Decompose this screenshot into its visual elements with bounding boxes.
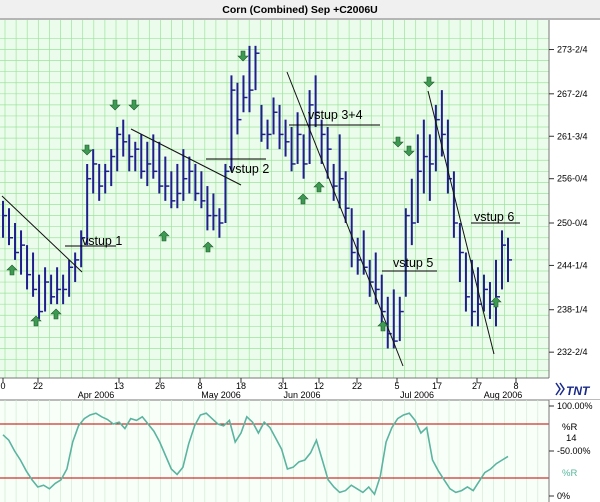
date-tick-label: 18	[236, 381, 246, 391]
entry-label: vstup 6	[474, 210, 514, 224]
date-tick-label: 22	[352, 381, 362, 391]
trend-line	[427, 90, 495, 355]
trend-line	[1, 195, 83, 273]
svg-text:TNT: TNT	[566, 384, 591, 398]
buy-arrow	[490, 296, 502, 308]
sell-arrow	[81, 144, 93, 156]
chart-title: Corn (Combined) Sep +C2006U	[222, 4, 378, 16]
price-gridlines	[0, 20, 550, 378]
price-bars	[2, 45, 512, 349]
price-tick-label: 238-1/4	[557, 305, 588, 315]
sell-arrow	[403, 145, 415, 157]
williams-r-series	[2, 412, 509, 496]
indicator-tick-label: -50.00%	[557, 446, 591, 456]
indicator-axis	[549, 400, 600, 502]
sell-arrow	[128, 99, 140, 111]
price-tick-label: 273-2/4	[557, 45, 588, 55]
trend-line	[130, 128, 242, 186]
month-label: Aug 2006	[484, 390, 523, 400]
price-axis	[549, 20, 600, 378]
month-label: May 2006	[201, 390, 241, 400]
price-tick-label: 232-2/4	[557, 347, 588, 357]
date-tick-label: 5	[394, 381, 399, 391]
month-label: Apr 2006	[78, 390, 115, 400]
title-bar	[0, 0, 600, 18]
trend-line	[286, 71, 404, 367]
indicator-labels: 100.00%-50.00%0%%R14%R	[549, 401, 593, 501]
buy-arrow	[158, 230, 170, 242]
price-tick-label: 244-1/4	[557, 260, 588, 270]
tnt-logo: TNT	[551, 380, 598, 398]
williams-r-line	[2, 412, 509, 496]
month-label: Jun 2006	[283, 390, 320, 400]
indicator-series-name: %R	[562, 468, 577, 479]
price-tick-label: 250-0/4	[557, 218, 588, 228]
date-tick-label: 26	[155, 381, 165, 391]
sell-arrow	[392, 136, 404, 148]
date-tick-label: 27	[472, 381, 482, 391]
signal-arrows	[6, 50, 502, 332]
entry-label: vstup 2	[229, 162, 269, 176]
date-tick-label: 13	[114, 381, 124, 391]
buy-arrow	[313, 181, 325, 193]
price-plot-area	[0, 20, 549, 378]
entry-label: vstup 3+4	[308, 108, 363, 122]
annotations: vstup 1 vstup 2 vstup 3+4 vstup 5 vstup 6	[82, 108, 514, 270]
entry-label: vstup 1	[82, 234, 122, 248]
date-axis-ticks: 0 22 13 26 8 18 31 12 22 5 17 27 8 Apr 2006 May 2006 Ju…	[0, 378, 522, 400]
indicator-period: 14	[566, 433, 577, 444]
buy-arrow	[30, 315, 42, 327]
indicator-tick-label: 0%	[557, 491, 570, 501]
indicator-tick-label: 100.00%	[557, 401, 593, 411]
indicator-name: %R	[562, 422, 577, 433]
buy-arrow	[297, 193, 309, 205]
trend-lines	[1, 71, 520, 367]
sell-arrow	[237, 50, 249, 62]
entry-label: vstup 5	[393, 256, 433, 270]
date-axis	[0, 378, 549, 400]
indicator-plot-area	[0, 400, 549, 502]
buy-arrow	[50, 308, 62, 320]
date-tick-label: 22	[33, 381, 43, 391]
buy-arrow	[6, 264, 18, 276]
buy-arrow	[377, 320, 389, 332]
price-tick-label: 267-2/4	[557, 89, 588, 99]
date-tick-label: 8	[513, 381, 518, 391]
price-tick-label: 256-0/4	[557, 174, 588, 184]
date-tick-label: 0	[0, 381, 5, 391]
price-axis-ticks: 273-2/4 267-2/4 261-3/4 256-0/4 250-0/4 244-1…	[549, 45, 588, 357]
month-label: Jul 2006	[400, 390, 434, 400]
sell-arrow	[109, 99, 121, 111]
date-tick-label: 12	[314, 381, 324, 391]
sell-arrow	[423, 76, 435, 88]
buy-arrow	[202, 241, 214, 253]
date-tick-label: 8	[197, 381, 202, 391]
price-tick-label: 261-3/4	[557, 131, 588, 141]
indicator-gridlines	[0, 400, 550, 502]
date-tick-label: 31	[278, 381, 288, 391]
date-tick-label: 17	[432, 381, 442, 391]
